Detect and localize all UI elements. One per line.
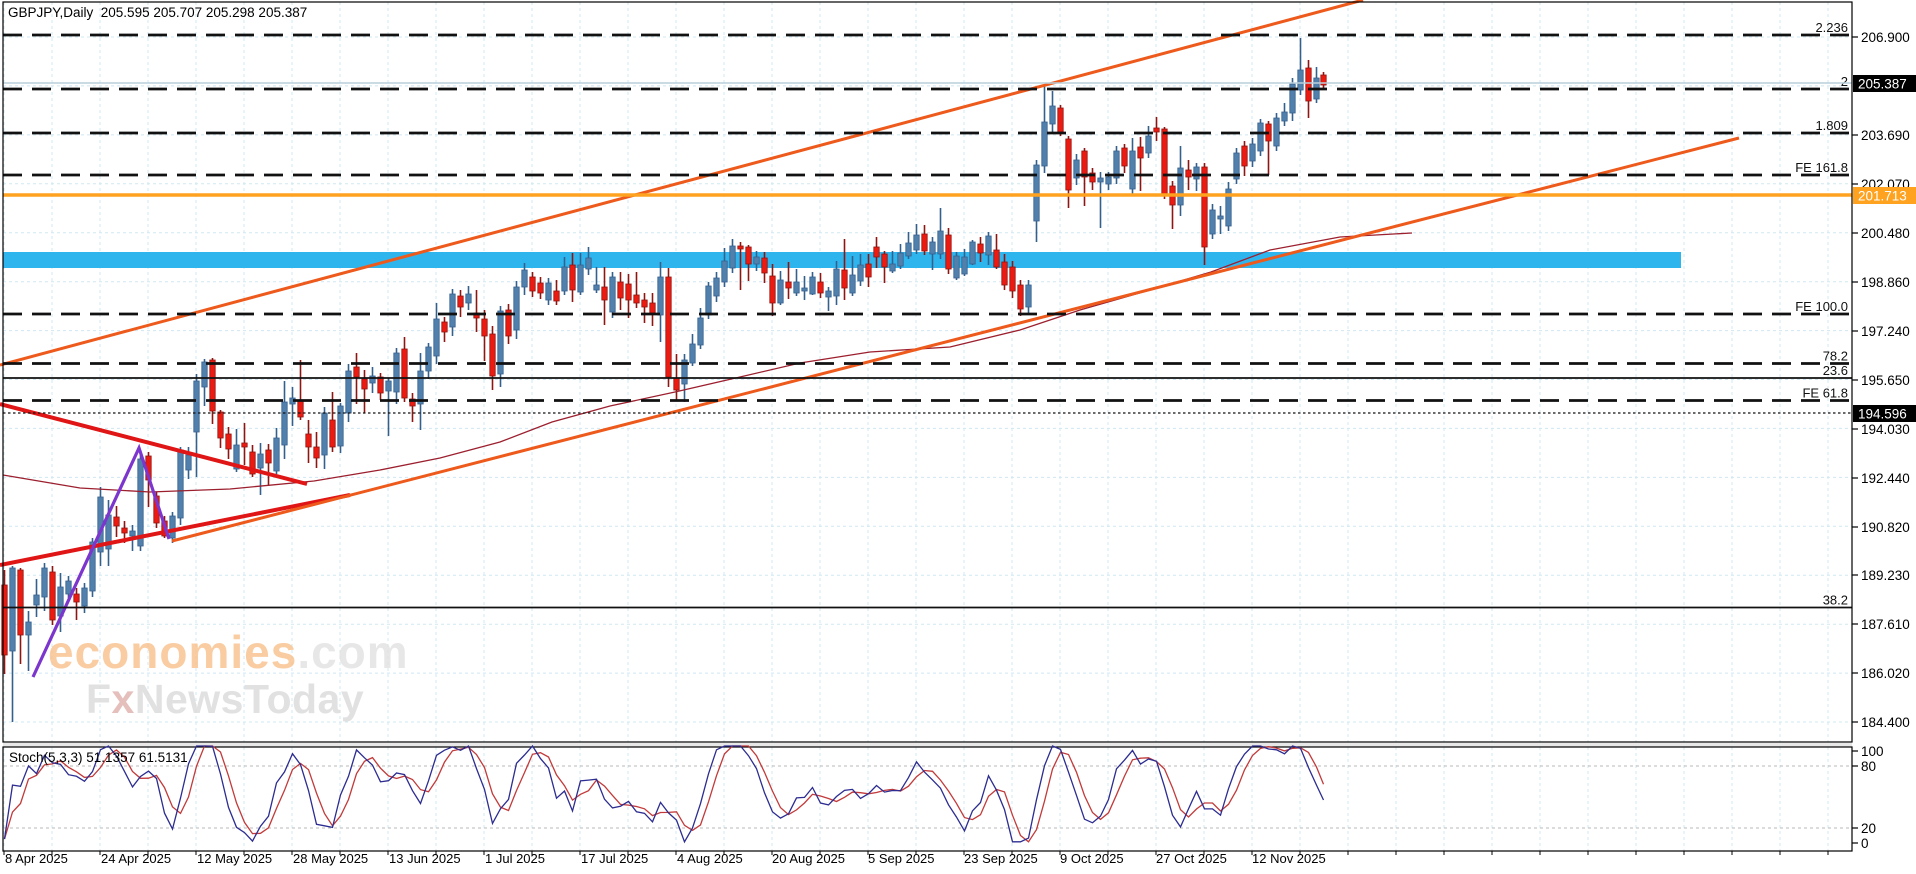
svg-text:100: 100 [1861,744,1884,759]
svg-text:194.030: 194.030 [1861,422,1910,437]
svg-text:17 Jul 2025: 17 Jul 2025 [581,851,648,866]
svg-text:187.610: 187.610 [1861,617,1910,632]
svg-text:9 Oct 2025: 9 Oct 2025 [1060,851,1124,866]
svg-text:FE 161.8: FE 161.8 [1795,160,1848,175]
svg-text:195.650: 195.650 [1861,373,1910,388]
svg-text:28 May 2025: 28 May 2025 [293,851,368,866]
svg-text:Stoch(5,3,3) 51.1357 61.5131: Stoch(5,3,3) 51.1357 61.5131 [9,750,188,765]
svg-text:0: 0 [1861,836,1869,851]
svg-text:27 Oct 2025: 27 Oct 2025 [1156,851,1227,866]
svg-text:184.400: 184.400 [1861,715,1910,730]
svg-text:190.820: 190.820 [1861,520,1910,535]
svg-text:1.809: 1.809 [1815,118,1848,133]
svg-text:2.236: 2.236 [1815,20,1848,35]
svg-text:20 Aug 2025: 20 Aug 2025 [772,851,845,866]
svg-text:80: 80 [1861,759,1876,774]
svg-text:23 Sep 2025: 23 Sep 2025 [964,851,1038,866]
svg-text:economies.com: economies.com [48,626,409,678]
svg-text:197.240: 197.240 [1861,324,1910,339]
svg-text:FxNewsToday: FxNewsToday [86,676,364,722]
svg-text:12 Nov 2025: 12 Nov 2025 [1252,851,1326,866]
svg-text:GBPJPY,Daily 205.595 205.707: GBPJPY,Daily 205.595 205.707 205.298 205… [8,5,307,20]
svg-text:4 Aug 2025: 4 Aug 2025 [677,851,743,866]
svg-text:206.900: 206.900 [1861,30,1910,45]
svg-text:20: 20 [1861,821,1876,836]
svg-text:24 Apr 2025: 24 Apr 2025 [101,851,171,866]
svg-text:FE 61.8: FE 61.8 [1802,386,1848,401]
svg-text:1 Jul 2025: 1 Jul 2025 [485,851,545,866]
svg-text:189.230: 189.230 [1861,568,1910,583]
svg-text:23.6: 23.6 [1823,363,1848,378]
svg-text:13 Jun 2025: 13 Jun 2025 [389,851,461,866]
svg-text:203.690: 203.690 [1861,128,1910,143]
svg-text:12 May 2025: 12 May 2025 [197,851,272,866]
svg-text:78.2: 78.2 [1823,349,1848,364]
svg-text:8 Apr 2025: 8 Apr 2025 [5,851,68,866]
svg-text:186.020: 186.020 [1861,666,1910,681]
svg-text:2: 2 [1841,74,1848,89]
svg-text:198.860: 198.860 [1861,275,1910,290]
svg-text:38.2: 38.2 [1823,593,1848,608]
svg-text:194.596: 194.596 [1858,407,1907,422]
svg-text:200.480: 200.480 [1861,226,1910,241]
svg-text:205.387: 205.387 [1858,77,1907,92]
svg-text:FE 100.0: FE 100.0 [1795,299,1848,314]
svg-text:5 Sep 2025: 5 Sep 2025 [868,851,935,866]
svg-text:192.440: 192.440 [1861,471,1910,486]
svg-text:201.713: 201.713 [1858,189,1907,204]
